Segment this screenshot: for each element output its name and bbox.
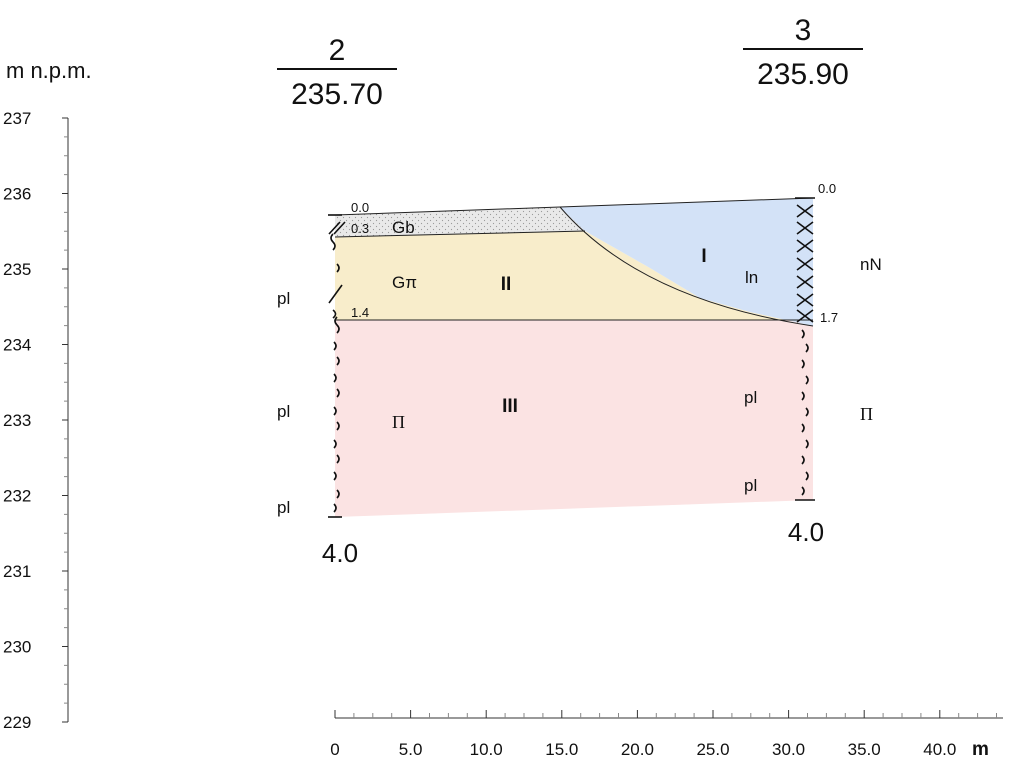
borehole-2-depth-bottom: 4.0 <box>322 538 358 568</box>
y-axis-label: m n.p.m. <box>6 58 92 83</box>
borehole-3-depth-1-7: 1.7 <box>820 310 838 325</box>
borehole-2-column <box>328 214 346 518</box>
borehole-2-depth-0-3: 0.3 <box>351 221 369 236</box>
borehole-3-depth-bottom: 4.0 <box>788 517 824 547</box>
borehole-3-elevation: 235.90 <box>757 58 849 91</box>
y-axis: 237 236 235 234 233 232 231 230 229 <box>3 109 69 732</box>
x-axis: 0 5.0 10.0 15.0 20.0 25.0 30.0 35.0 40.0 <box>330 710 1003 759</box>
x-tick-label: 35.0 <box>848 740 881 759</box>
x-tick-label: 20.0 <box>621 740 654 759</box>
gb-layer-area <box>335 207 585 237</box>
x-tick-label: 40.0 <box>923 740 956 759</box>
x-tick-label: 25.0 <box>696 740 729 759</box>
layer-I-boundary-line <box>559 206 814 327</box>
layer-III-area <box>335 320 813 517</box>
gb-boundary-line <box>334 230 586 238</box>
borehole-3-column <box>795 197 815 501</box>
ground-surface-line <box>334 197 814 216</box>
soil-label-pl-left-1: pl <box>277 289 290 308</box>
borehole-2-depth-1-4: 1.4 <box>351 305 369 320</box>
y-tick-label: 233 <box>3 411 31 430</box>
layer-I-label: I <box>701 246 706 267</box>
y-tick-label: 236 <box>3 185 31 204</box>
x-tick-label: 30.0 <box>772 740 805 759</box>
layer-II-area <box>335 231 813 326</box>
y-tick-label: 235 <box>3 260 31 279</box>
soil-label-pl-left-2: pl <box>277 402 290 421</box>
soil-label-pl-right-1: pl <box>744 388 757 407</box>
borehole-2-depth-top: 0.0 <box>351 200 369 215</box>
x-axis-unit: m <box>972 739 989 760</box>
layer-III-label: III <box>502 396 518 417</box>
y-tick-label: 229 <box>3 713 31 732</box>
soil-label-pi-right: Π <box>860 404 873 424</box>
layer-I-area <box>560 198 813 326</box>
borehole-3-depth-top: 0.0 <box>818 181 836 196</box>
soil-label-gpi: Gπ <box>392 273 417 292</box>
soil-label-pi-left: Π <box>392 412 405 432</box>
y-tick-label: 232 <box>3 487 31 506</box>
borehole-3-number: 3 <box>795 14 812 47</box>
x-tick-label: 5.0 <box>399 740 423 759</box>
y-tick-label: 237 <box>3 109 31 128</box>
soil-label-pl-right-2: pl <box>744 476 757 495</box>
x-tick-label: 15.0 <box>545 740 578 759</box>
y-tick-label: 234 <box>3 336 31 355</box>
borehole-2-number: 2 <box>329 34 346 67</box>
x-tick-label: 0 <box>330 740 339 759</box>
soil-label-pl-left-3: pl <box>277 498 290 517</box>
soil-label-nn: nN <box>860 255 882 274</box>
soil-label-ln: ln <box>745 268 758 287</box>
borehole-2-elevation: 235.70 <box>291 78 383 111</box>
soil-label-gb: Gb <box>392 218 415 237</box>
x-tick-label: 10.0 <box>470 740 503 759</box>
y-tick-label: 231 <box>3 562 31 581</box>
layer-II-label: II <box>501 274 512 295</box>
y-tick-label: 230 <box>3 638 31 657</box>
